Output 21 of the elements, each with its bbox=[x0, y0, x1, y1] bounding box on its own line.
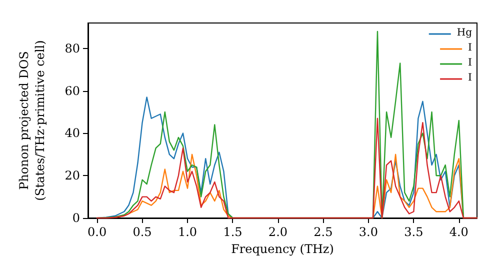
x-tick-label: 0.0 bbox=[88, 225, 107, 239]
line-series bbox=[96, 118, 478, 219]
y-tick-label: 40 bbox=[64, 126, 80, 140]
y-tick-label: 0 bbox=[72, 211, 80, 225]
y-tick-label: 60 bbox=[64, 84, 80, 98]
x-tick-label: 2.0 bbox=[268, 225, 288, 239]
x-tick-label: 1.5 bbox=[223, 225, 242, 239]
x-tick-label: 4.0 bbox=[449, 225, 468, 239]
x-tick-label: 1.0 bbox=[178, 225, 198, 239]
x-tick-label: 0.5 bbox=[132, 225, 152, 239]
legend-label: Hg bbox=[456, 28, 473, 38]
legend-label: I bbox=[468, 72, 472, 84]
x-axis-title: Frequency (THz) bbox=[231, 242, 334, 256]
x-tick-label: 2.5 bbox=[314, 225, 333, 239]
legend-label: I bbox=[468, 58, 472, 68]
x-tick-label: 3.0 bbox=[358, 225, 378, 239]
y-axis-title: Phonon projected DOS (States/THz·primitive cell) bbox=[17, 40, 47, 201]
y-tick-label: 80 bbox=[64, 41, 80, 56]
legend-label: I bbox=[468, 42, 472, 54]
x-tick-label: 3.5 bbox=[404, 225, 424, 239]
y-tick-label: 20 bbox=[64, 168, 80, 183]
